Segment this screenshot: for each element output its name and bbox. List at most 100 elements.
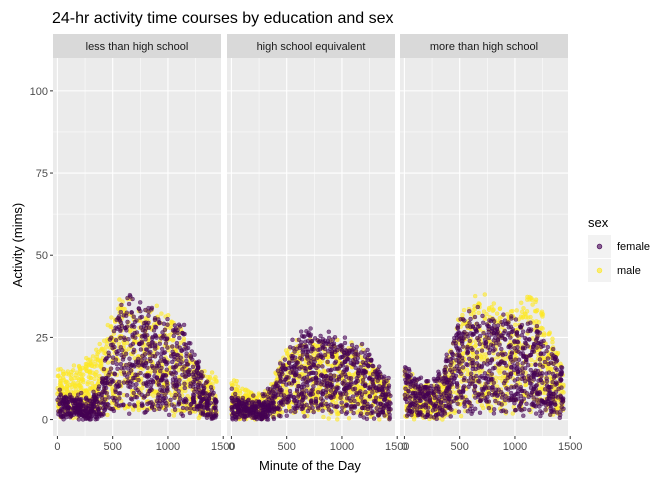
data-point-female bbox=[374, 374, 380, 380]
data-point-female bbox=[267, 387, 273, 392]
data-point-female bbox=[91, 389, 96, 394]
data-point-male bbox=[458, 413, 464, 419]
data-point-female bbox=[300, 352, 306, 357]
data-point-female bbox=[358, 413, 363, 418]
data-point-male bbox=[181, 336, 187, 341]
data-point-female bbox=[489, 357, 495, 362]
data-point-male bbox=[130, 407, 136, 412]
data-point-female bbox=[172, 395, 177, 400]
data-point-female bbox=[336, 377, 342, 382]
data-point-female bbox=[118, 309, 124, 315]
data-point-female bbox=[377, 384, 382, 389]
facet-panels: less than high school high school equival… bbox=[53, 34, 568, 436]
data-point-female bbox=[319, 354, 324, 360]
data-point-female bbox=[77, 409, 83, 415]
data-point-female bbox=[276, 413, 282, 418]
data-point-female bbox=[281, 393, 287, 398]
data-point-female bbox=[328, 388, 334, 393]
data-point-female bbox=[469, 371, 474, 376]
data-point-female bbox=[320, 388, 326, 394]
data-point-male bbox=[539, 325, 544, 331]
data-point-female bbox=[335, 366, 340, 371]
data-point-male bbox=[321, 414, 326, 420]
data-point-female bbox=[161, 357, 167, 362]
data-point-male bbox=[533, 299, 538, 305]
data-point-female bbox=[195, 365, 201, 370]
data-point-female bbox=[281, 362, 286, 367]
data-point-male bbox=[83, 366, 88, 371]
data-point-female bbox=[229, 386, 235, 391]
facet-strip-label: high school equivalent bbox=[257, 41, 366, 53]
data-point-female bbox=[172, 329, 177, 335]
data-point-female bbox=[355, 401, 360, 407]
data-point-female bbox=[131, 402, 137, 408]
chart-title: 24-hr activity time courses by education… bbox=[52, 10, 394, 27]
data-point-female bbox=[531, 395, 536, 400]
points-layer bbox=[402, 292, 566, 422]
data-point-female bbox=[338, 392, 343, 397]
data-point-female bbox=[342, 340, 348, 346]
data-point-female bbox=[352, 356, 358, 362]
data-point-male bbox=[326, 416, 331, 421]
data-point-male bbox=[100, 347, 105, 352]
data-point-female bbox=[354, 360, 359, 365]
data-point-female bbox=[370, 390, 375, 395]
data-point-female bbox=[152, 369, 158, 374]
data-point-female bbox=[117, 396, 122, 401]
data-point-female bbox=[332, 373, 337, 378]
data-point-male bbox=[126, 346, 131, 352]
data-point-male bbox=[70, 368, 76, 373]
data-point-female bbox=[129, 310, 134, 315]
points-layer bbox=[229, 326, 393, 422]
data-point-female bbox=[127, 380, 133, 385]
data-point-male bbox=[72, 375, 77, 381]
data-point-female bbox=[360, 381, 366, 387]
data-point-male bbox=[68, 376, 74, 381]
data-point-female bbox=[126, 411, 132, 416]
data-point-male bbox=[482, 292, 487, 297]
data-point-female bbox=[204, 403, 210, 408]
data-point-female bbox=[300, 406, 305, 411]
data-point-female bbox=[497, 342, 502, 347]
data-point-female bbox=[380, 409, 385, 414]
data-point-male bbox=[60, 375, 66, 381]
data-point-female bbox=[326, 329, 331, 334]
data-point-female bbox=[171, 333, 177, 339]
data-point-male bbox=[529, 295, 534, 301]
data-point-female bbox=[145, 401, 150, 407]
data-point-female bbox=[303, 339, 308, 344]
data-point-male bbox=[80, 377, 86, 382]
data-point-female bbox=[182, 381, 187, 386]
data-point-female bbox=[123, 351, 129, 356]
data-point-female bbox=[131, 390, 137, 396]
data-point-female bbox=[159, 365, 164, 371]
data-point-female bbox=[253, 415, 258, 420]
data-point-female bbox=[192, 406, 197, 412]
data-point-female bbox=[370, 410, 375, 415]
data-point-female bbox=[313, 380, 319, 386]
data-point-female bbox=[78, 390, 84, 396]
data-point-female bbox=[232, 391, 238, 397]
data-point-male bbox=[237, 388, 243, 394]
data-point-female bbox=[211, 390, 216, 396]
data-point-male bbox=[178, 340, 183, 345]
data-point-female bbox=[80, 417, 86, 422]
data-point-female bbox=[61, 417, 66, 422]
data-point-female bbox=[57, 387, 62, 392]
data-point-female bbox=[343, 403, 349, 408]
data-point-female bbox=[291, 364, 296, 369]
data-point-female bbox=[180, 405, 186, 411]
data-point-female bbox=[370, 380, 375, 385]
data-point-female bbox=[152, 324, 158, 329]
data-point-female bbox=[161, 321, 167, 326]
data-point-male bbox=[78, 383, 83, 388]
data-point-female bbox=[365, 411, 370, 417]
data-point-female bbox=[138, 370, 143, 376]
data-point-female bbox=[125, 366, 131, 371]
data-point-female bbox=[510, 360, 515, 365]
data-point-female bbox=[204, 379, 210, 384]
data-point-female bbox=[134, 382, 139, 387]
data-point-female bbox=[150, 334, 155, 340]
data-point-male bbox=[461, 307, 467, 313]
data-point-female bbox=[371, 364, 376, 369]
